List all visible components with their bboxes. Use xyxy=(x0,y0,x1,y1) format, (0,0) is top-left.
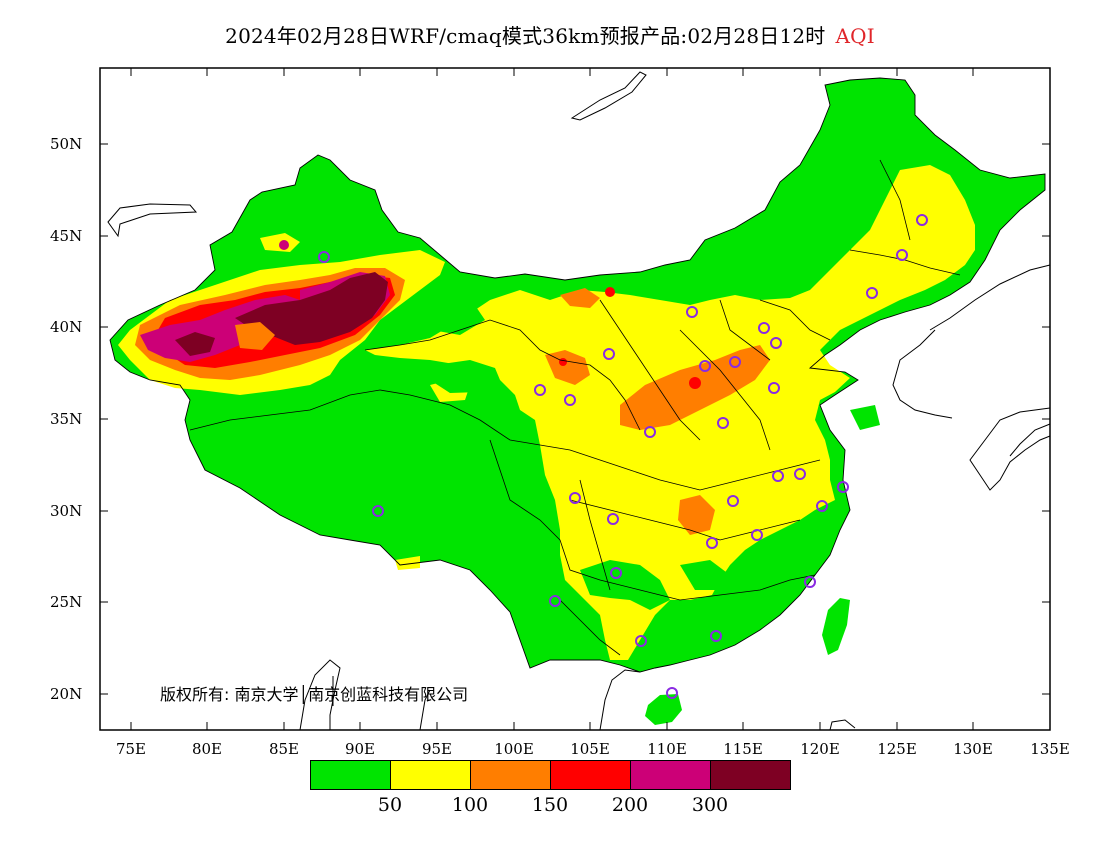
lat-label-50n: 50N xyxy=(50,135,83,153)
region-green-islands xyxy=(430,298,880,610)
title-product: AQI xyxy=(835,24,875,48)
lon-label-80e: 80E xyxy=(191,740,223,758)
region-maroon xyxy=(175,272,388,356)
title-main: 2024年02月28日WRF/cmaq模式36km预报产品:02月28日12时 xyxy=(225,24,826,48)
lon-tick-marks xyxy=(130,68,974,730)
colorbar-label-50: 50 xyxy=(377,794,403,816)
lon-label-105e: 105E xyxy=(570,740,610,758)
lon-label-115e: 115E xyxy=(723,740,763,758)
colorbar-swatch-maroon xyxy=(710,760,791,790)
city-station-markers xyxy=(318,214,928,699)
colorbar-swatch-orange xyxy=(470,760,551,790)
lon-label-125e: 125E xyxy=(877,740,917,758)
colorbar-label-200: 200 xyxy=(611,794,649,816)
lon-label-85e: 85E xyxy=(268,740,300,758)
lat-label-30n: 30N xyxy=(50,502,83,520)
lon-label-75e: 75E xyxy=(115,740,147,758)
lon-label-130e: 130E xyxy=(953,740,993,758)
colorbar-label-150: 150 xyxy=(531,794,569,816)
island-hainan xyxy=(645,694,682,725)
copyright-text: 版权所有: 南京大学│南京创蓝科技有限公司 xyxy=(160,685,469,704)
map-title: 2024年02月28日WRF/cmaq模式36km预报产品:02月28日12时 A… xyxy=(0,20,1100,49)
country-border xyxy=(109,77,1046,673)
lat-label-40n: 40N xyxy=(50,318,83,336)
lon-label-135e: 135E xyxy=(1030,740,1070,758)
colorbar-swatch-yellow xyxy=(390,760,471,790)
colorbar-label-300: 300 xyxy=(691,794,729,816)
lon-label-95e: 95E xyxy=(421,740,453,758)
lat-tick-marks xyxy=(100,143,1050,695)
lon-label-110e: 110E xyxy=(647,740,687,758)
lon-label-90e: 90E xyxy=(344,740,376,758)
colorbar-swatch-red xyxy=(550,760,631,790)
lon-label-120e: 120E xyxy=(800,740,840,758)
lat-label-25n: 25N xyxy=(50,593,83,611)
lon-label-100e: 100E xyxy=(494,740,534,758)
neighbor-coastlines xyxy=(107,71,1051,731)
region-orange-inner xyxy=(235,322,275,350)
colorbar-swatch-purple xyxy=(630,760,711,790)
colorbar-swatch-green xyxy=(310,760,391,790)
colorbar-label-100: 100 xyxy=(451,794,489,816)
lat-label-35n: 35N xyxy=(50,410,83,428)
island-taiwan xyxy=(822,598,850,655)
lat-label-45n: 45N xyxy=(50,227,83,245)
lat-label-20n: 20N xyxy=(50,685,83,703)
map-frame xyxy=(99,67,1051,731)
